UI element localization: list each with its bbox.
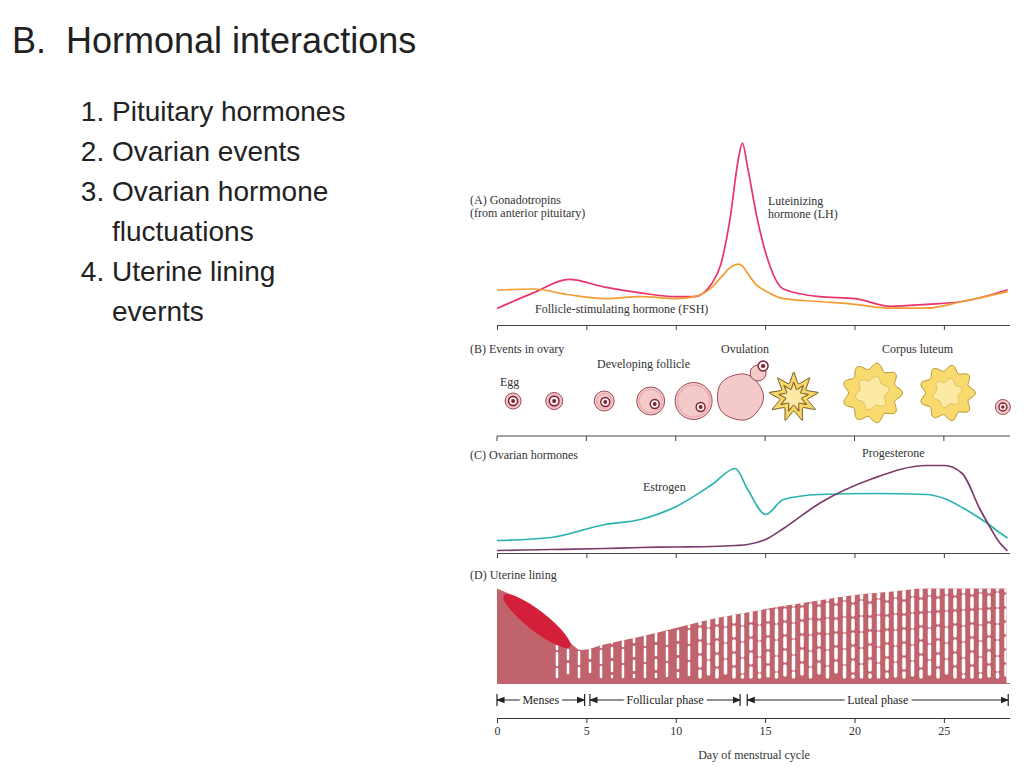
html-text:(B) Events in ovary: (B) Events in ovary — [470, 342, 565, 356]
svg-text:Day of menstrual cycle: Day of menstrual cycle — [698, 748, 810, 762]
html-text:(A) Gonadotropins: (A) Gonadotropins — [470, 193, 561, 207]
svg-text:20: 20 — [849, 724, 861, 738]
html-text:Egg: Egg — [500, 375, 520, 389]
html-text:Developing follicle: Developing follicle — [597, 357, 690, 371]
html-text:(from anterior pituitary): (from anterior pituitary) — [470, 206, 586, 220]
svg-text:25: 25 — [938, 724, 950, 738]
svg-text:10: 10 — [670, 724, 682, 738]
html-text:Estrogen: Estrogen — [643, 480, 686, 494]
svg-text:Menses: Menses — [522, 693, 559, 707]
html-text:Progesterone: Progesterone — [862, 446, 925, 460]
svg-text:Luteal phase: Luteal phase — [847, 693, 908, 707]
svg-text:5: 5 — [584, 724, 590, 738]
html-text:Ovarian hormone fluctuations: Ovarian hormone fluctuations — [112, 176, 329, 247]
svg-text:0: 0 — [495, 724, 501, 738]
html-text:Ovulation: Ovulation — [721, 342, 769, 356]
html-text:(C) Ovarian hormones: (C) Ovarian hormones — [470, 448, 578, 462]
html-text:Luteinizing hormone (LH): Luteinizing hormone (LH) — [768, 194, 838, 221]
html-text:Pituitary hormones: Pituitary hormones — [112, 96, 346, 127]
html-text:Follicle-stimulating hormone (: Follicle-stimulating hormone (FSH) — [535, 302, 709, 316]
svg-text:15: 15 — [760, 724, 772, 738]
html-text:Ovarian events: Ovarian events — [112, 136, 301, 167]
html-text:B. Hormonal interactions: B. Hormonal interactions — [12, 20, 417, 61]
svg-text:Follicular phase: Follicular phase — [627, 693, 704, 707]
html-text:Corpus luteum: Corpus luteum — [882, 342, 953, 356]
html-text:Uterine lining evernts: Uterine lining evernts — [112, 256, 276, 327]
html-text:(D) Uterine lining: (D) Uterine lining — [470, 568, 557, 582]
